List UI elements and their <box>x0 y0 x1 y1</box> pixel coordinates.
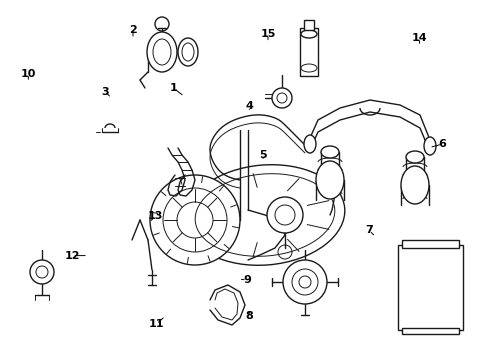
Text: 10: 10 <box>20 69 36 79</box>
Bar <box>299 28 317 76</box>
Ellipse shape <box>304 135 315 153</box>
Ellipse shape <box>301 64 316 72</box>
Text: 7: 7 <box>365 225 372 235</box>
Text: 11: 11 <box>148 319 164 329</box>
Ellipse shape <box>315 161 343 199</box>
Text: 14: 14 <box>411 33 427 43</box>
Ellipse shape <box>423 137 435 155</box>
Text: 5: 5 <box>259 150 266 160</box>
Circle shape <box>30 260 54 284</box>
Text: 2: 2 <box>129 24 137 35</box>
Circle shape <box>271 88 291 108</box>
Text: 9: 9 <box>243 275 250 285</box>
Bar <box>401 328 458 334</box>
Text: 3: 3 <box>101 87 109 97</box>
Bar <box>401 240 458 248</box>
Circle shape <box>266 197 303 233</box>
Ellipse shape <box>147 32 177 72</box>
Ellipse shape <box>400 166 428 204</box>
Text: 12: 12 <box>64 251 80 261</box>
Ellipse shape <box>405 151 423 163</box>
Ellipse shape <box>178 38 198 66</box>
Circle shape <box>283 260 326 304</box>
Text: 13: 13 <box>147 211 163 221</box>
Text: 15: 15 <box>260 29 275 39</box>
Text: 8: 8 <box>245 311 253 321</box>
Bar <box>304 20 313 30</box>
Text: 1: 1 <box>169 83 177 93</box>
Text: 4: 4 <box>245 101 253 111</box>
Bar <box>397 245 462 330</box>
Ellipse shape <box>320 146 338 158</box>
Ellipse shape <box>185 165 344 265</box>
Ellipse shape <box>301 30 316 38</box>
Circle shape <box>150 175 240 265</box>
Text: 6: 6 <box>438 139 446 149</box>
